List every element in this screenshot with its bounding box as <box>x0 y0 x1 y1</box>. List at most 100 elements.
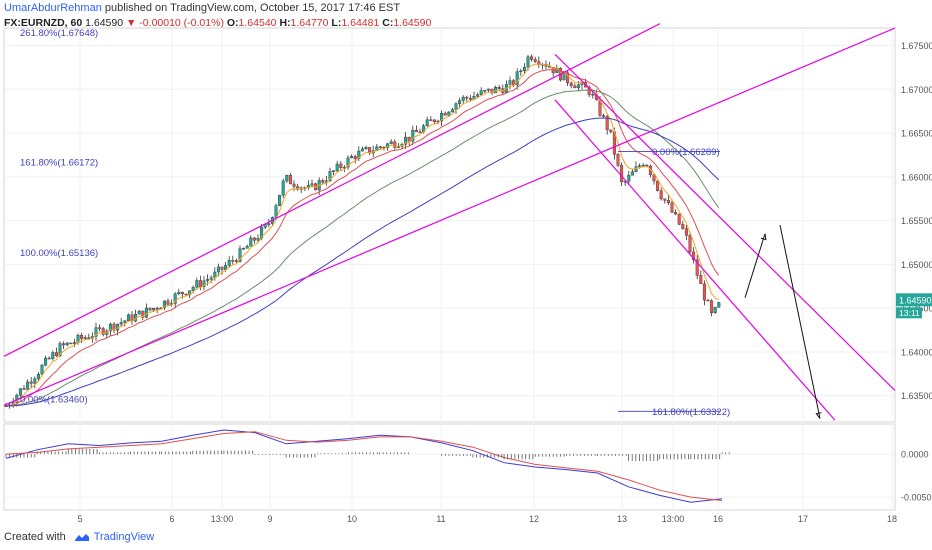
candle-down <box>378 146 382 149</box>
fib-161-label-a: 161.80%(1.66172) <box>20 157 98 168</box>
time-tick-label: 18 <box>887 514 897 524</box>
candle-down <box>468 98 472 100</box>
price-pane-border <box>3 27 896 423</box>
candle-up <box>627 175 631 182</box>
price-tick-label: 1.66500 <box>901 129 932 139</box>
candle-up <box>188 290 192 296</box>
candle-up <box>227 260 231 266</box>
ohlc-line: FX:EURNZD, 60 1.64590 ▼ -0.00010 (-0.01%… <box>4 17 904 30</box>
price-tick-label: 1.64000 <box>901 347 932 357</box>
candle-up <box>386 143 390 148</box>
candle-down <box>609 129 613 133</box>
candle-down <box>47 357 51 360</box>
price-tick-label: 1.67500 <box>901 41 932 51</box>
low-label: L: <box>331 17 342 29</box>
candle-up <box>638 165 642 168</box>
candle-down <box>573 85 577 89</box>
candle-up <box>285 175 289 182</box>
candle-up <box>94 327 98 337</box>
lower-channel-line <box>3 27 896 406</box>
time-tick-label: 13 <box>617 514 627 524</box>
candle-down <box>465 96 469 99</box>
candle-up <box>425 119 429 127</box>
price-tick-label: 1.67000 <box>901 85 932 95</box>
candle-up <box>332 170 336 172</box>
candle-down <box>695 259 699 276</box>
candle-up <box>450 109 454 113</box>
candle-down <box>148 307 152 311</box>
candle-down <box>620 165 624 182</box>
candle-up <box>335 163 339 171</box>
candle-up <box>216 266 220 273</box>
candle-up <box>40 364 44 375</box>
candle-down <box>688 235 692 253</box>
candle-up <box>44 357 48 366</box>
candle-down <box>652 174 656 182</box>
candle-up <box>72 342 76 344</box>
current-price-tag <box>896 293 932 307</box>
oscillator-pane-border <box>3 423 896 511</box>
candle-down <box>353 156 357 159</box>
candle-up <box>108 323 112 332</box>
open-value: 1.64540 <box>238 17 277 29</box>
candle-down <box>497 87 501 89</box>
candle-down <box>674 212 678 215</box>
candle-up <box>310 183 314 186</box>
candle-up <box>591 94 595 96</box>
fib-0-label-b: 0.00%(1.66289) <box>652 147 720 158</box>
candle-down <box>22 388 26 390</box>
price-tick-label: 1.66000 <box>901 172 932 182</box>
candle-down <box>321 180 325 183</box>
candle-down <box>407 136 411 142</box>
descending-channel-top <box>554 53 896 391</box>
candle-down <box>180 291 184 295</box>
candle-up <box>630 171 634 176</box>
candle-down <box>429 119 433 121</box>
candle-up <box>346 157 350 168</box>
time-tick-label: 6 <box>169 514 174 524</box>
candle-up <box>641 164 645 167</box>
time-tick-label: 9 <box>267 514 272 524</box>
candle-down <box>393 141 397 148</box>
candle-down <box>706 299 710 302</box>
chart-header: UmarAbdurRehman published on TradingView… <box>4 2 904 30</box>
candle-down <box>645 164 649 167</box>
candle-up <box>256 237 260 241</box>
open-label: O: <box>226 17 239 29</box>
candle-down <box>533 59 537 62</box>
ema-short-line <box>5 63 719 407</box>
candle-up <box>137 310 141 315</box>
candle-down <box>166 300 170 305</box>
candle-down <box>605 116 609 131</box>
ema-longest-line <box>6 117 720 407</box>
candle-up <box>51 352 55 359</box>
candle-down <box>141 310 145 318</box>
candle-up <box>328 171 332 181</box>
candle-up <box>162 300 166 309</box>
candle-up <box>126 314 130 321</box>
candle-down <box>659 190 663 200</box>
candle-down <box>184 293 188 296</box>
candle-down <box>663 198 667 201</box>
candle-up <box>357 150 361 159</box>
price-chart[interactable]: 261.80%(1.67648)161.80%(1.66172)100.00%(… <box>0 0 932 530</box>
current-price-label: 1.64590 <box>899 295 932 305</box>
candle-up <box>476 94 480 97</box>
candle-up <box>515 71 519 86</box>
chart-area[interactable]: 261.80%(1.67648) 161.80%(1.66172) 100.00%(… <box>0 0 932 535</box>
author-link[interactable]: UmarAbdurRehman <box>4 2 102 14</box>
candle-down <box>566 72 570 84</box>
candle-down <box>666 200 670 204</box>
candle-up <box>364 147 368 149</box>
candle-up <box>195 280 199 288</box>
candle-down <box>490 88 494 94</box>
candle-up <box>576 84 580 89</box>
tradingview-brand[interactable]: TradingView <box>93 531 155 543</box>
forecast-arrow-down <box>779 224 821 419</box>
candle-down <box>292 183 296 187</box>
candle-down <box>710 300 714 314</box>
symbol-label[interactable]: FX:EURNZD, 60 <box>4 17 83 29</box>
price-change: ▼ -0.00010 (-0.01%) <box>126 17 224 29</box>
candle-down <box>231 260 235 262</box>
candle-down <box>80 335 84 339</box>
